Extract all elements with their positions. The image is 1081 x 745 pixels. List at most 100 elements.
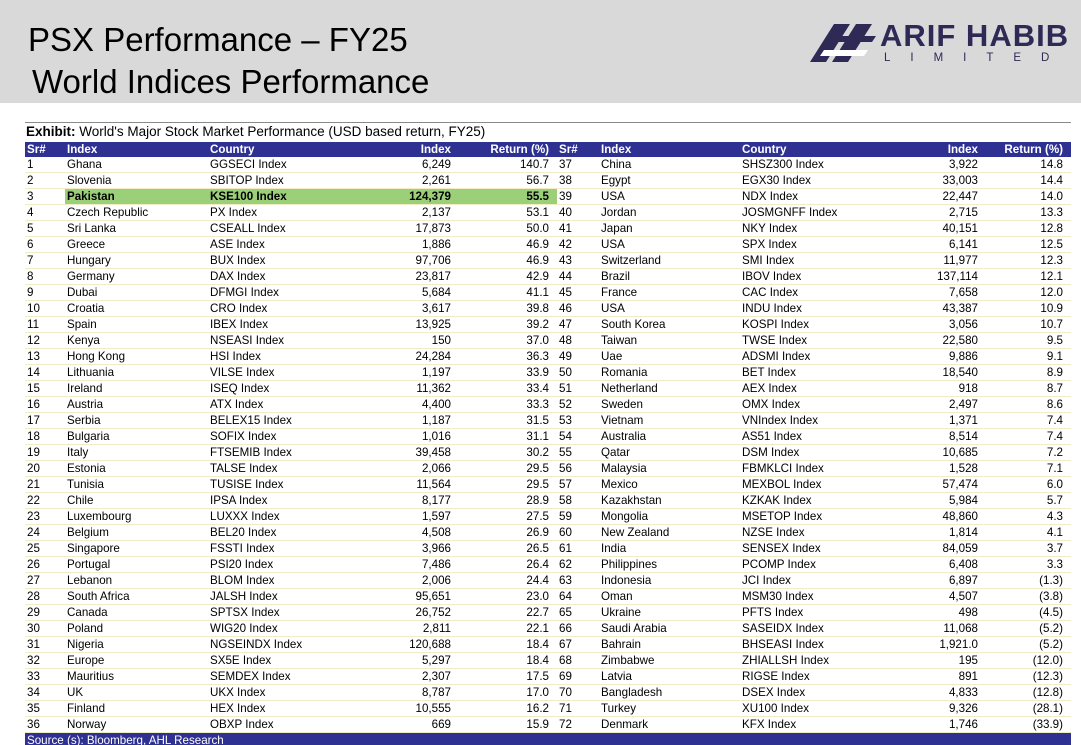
cell-country: Norway: [65, 716, 208, 734]
cell-index-value: 11,068: [890, 620, 986, 638]
table-row: 27 Lebanon BLOM Index 2,006 24.4 63 Indonesia J…: [25, 572, 1071, 590]
table-row: 3 Pakistan KSE100 Index 124,379 55.5 39 USA NDX…: [25, 188, 1071, 206]
cell-index-value: 1,197: [358, 364, 459, 382]
cell-country: Hong Kong: [65, 348, 208, 366]
cell-country: Poland: [65, 620, 208, 638]
cell-country: Denmark: [599, 716, 740, 734]
cell-index-name: AEX Index: [740, 380, 890, 398]
cell-return: 17.0: [459, 684, 557, 702]
cell-index-name: SEMDEX Index: [208, 668, 358, 686]
table-row: 34 UK UKX Index 8,787 17.0 70 Bangladesh DSEX I…: [25, 684, 1071, 702]
cell-index-value: 57,474: [890, 476, 986, 494]
cell-index-name: UKX Index: [208, 684, 358, 702]
cell-index-value: 40,151: [890, 220, 986, 238]
cell-country: Dubai: [65, 284, 208, 302]
cell-sr: 38: [557, 172, 599, 190]
cell-country: USA: [599, 188, 740, 206]
cell-country: Tunisia: [65, 476, 208, 494]
table-row: 2 Slovenia SBITOP Index 2,261 56.7 38 Egypt EGX…: [25, 172, 1071, 190]
cell-country: Latvia: [599, 668, 740, 686]
cell-country: Serbia: [65, 412, 208, 430]
cell-sr: 2: [25, 172, 65, 190]
cell-index-value: 2,261: [358, 172, 459, 190]
cell-index-value: 120,688: [358, 636, 459, 654]
cell-sr: 69: [557, 668, 599, 686]
cell-index-value: 8,177: [358, 492, 459, 510]
cell-sr: 57: [557, 476, 599, 494]
slide-title: PSX Performance – FY25: [28, 21, 408, 58]
cell-return: (3.8): [986, 588, 1071, 606]
cell-index-name: DSM Index: [740, 444, 890, 462]
cell-return: 27.5: [459, 508, 557, 526]
cell-index-name: JALSH Index: [208, 588, 358, 606]
cell-index-value: 124,379: [358, 188, 459, 206]
cell-index-name: DSEX Index: [740, 684, 890, 702]
cell-index-value: 2,497: [890, 396, 986, 414]
cell-index-name: WIG20 Index: [208, 620, 358, 638]
cell-index-value: 24,284: [358, 348, 459, 366]
table-row: 18 Bulgaria SOFIX Index 1,016 31.1 54 Australi…: [25, 428, 1071, 446]
cell-return: 6.0: [986, 476, 1071, 494]
cell-index-name: ASE Index: [208, 236, 358, 254]
cell-sr: 65: [557, 604, 599, 622]
cell-return: (28.1): [986, 700, 1071, 718]
cell-index-value: 6,249: [358, 157, 459, 174]
cell-country: Kenya: [65, 332, 208, 350]
cell-sr: 19: [25, 444, 65, 462]
cell-country: Nigeria: [65, 636, 208, 654]
cell-country: Qatar: [599, 444, 740, 462]
cell-index-value: 5,297: [358, 652, 459, 670]
cell-country: Zimbabwe: [599, 652, 740, 670]
cell-return: 9.1: [986, 348, 1071, 366]
cell-index-value: 95,651: [358, 588, 459, 606]
cell-index-value: 3,617: [358, 300, 459, 318]
cell-index-value: 891: [890, 668, 986, 686]
cell-return: 10.7: [986, 316, 1071, 334]
cell-index-value: 9,886: [890, 348, 986, 366]
cell-index-value: 3,966: [358, 540, 459, 558]
cell-return: (33.9): [986, 716, 1071, 734]
cell-sr: 51: [557, 380, 599, 398]
cell-sr: 72: [557, 716, 599, 734]
cell-index-name: GGSECI Index: [208, 157, 358, 174]
cell-country: Spain: [65, 316, 208, 334]
cell-return: 46.9: [459, 236, 557, 254]
cell-country: Netherland: [599, 380, 740, 398]
cell-index-name: SPX Index: [740, 236, 890, 254]
cell-index-value: 1,921.0: [890, 636, 986, 654]
cell-index-name: OMX Index: [740, 396, 890, 414]
cell-index-name: FTSEMIB Index: [208, 444, 358, 462]
table-row: 10 Croatia CRO Index 3,617 39.8 46 USA INDU Ind…: [25, 300, 1071, 318]
cell-index-name: FSSTI Index: [208, 540, 358, 558]
cell-return: 22.1: [459, 620, 557, 638]
cell-sr: 58: [557, 492, 599, 510]
col-header-sr: Sr#: [27, 143, 46, 156]
cell-sr: 17: [25, 412, 65, 430]
cell-country: Singapore: [65, 540, 208, 558]
cell-index-name: DFMGI Index: [208, 284, 358, 302]
cell-index-value: 6,141: [890, 236, 986, 254]
cell-index-name: SOFIX Index: [208, 428, 358, 446]
cell-country: New Zealand: [599, 524, 740, 542]
cell-index-name: CAC Index: [740, 284, 890, 302]
cell-index-name: SPTSX Index: [208, 604, 358, 622]
cell-country: Slovenia: [65, 172, 208, 190]
cell-return: (12.0): [986, 652, 1071, 670]
table-row: 26 Portugal PSI20 Index 7,486 26.4 62 Philippi…: [25, 556, 1071, 574]
cell-return: 39.8: [459, 300, 557, 318]
logo-mark-icon: [810, 24, 876, 62]
cell-index-value: 8,514: [890, 428, 986, 446]
table-row: 35 Finland HEX Index 10,555 16.2 71 Turkey XU10…: [25, 700, 1071, 718]
cell-index-name: HEX Index: [208, 700, 358, 718]
cell-index-name: KSE100 Index: [208, 188, 358, 206]
cell-index-name: SASEIDX Index: [740, 620, 890, 638]
col-header-sr: Sr#: [559, 143, 578, 156]
table-row: 28 South Africa JALSH Index 95,651 23.0 64 Oma…: [25, 588, 1071, 606]
table-row: 22 Chile IPSA Index 8,177 28.9 58 Kazakhstan KZ…: [25, 492, 1071, 510]
table-row: 31 Nigeria NGSEINDX Index 120,688 18.4 67 Bahr…: [25, 636, 1071, 654]
cell-index-value: 23,817: [358, 268, 459, 286]
table-row: 12 Kenya NSEASI Index 150 37.0 48 Taiwan TWSE I…: [25, 332, 1071, 350]
cell-index-value: 2,307: [358, 668, 459, 686]
col-header-return: Return (%): [490, 143, 549, 156]
cell-index-value: 2,137: [358, 204, 459, 222]
